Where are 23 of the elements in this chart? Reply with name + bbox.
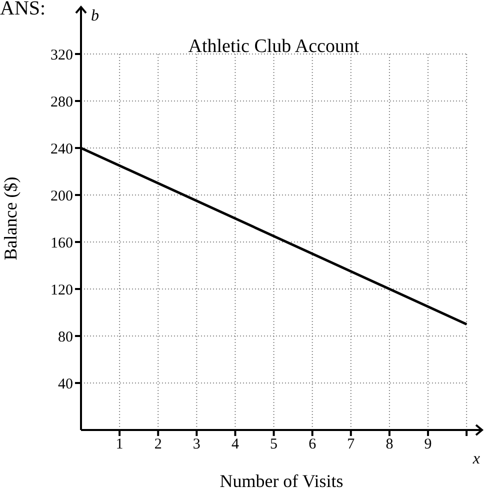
x-tick-label: 5 <box>270 436 278 453</box>
y-tick-label: 320 <box>50 47 73 64</box>
x-tick-label: 2 <box>154 436 162 453</box>
y-tick-label: 200 <box>50 188 73 204</box>
x-tick-label: 9 <box>424 436 432 453</box>
y-tick-label: 240 <box>50 141 73 158</box>
text: Athletic Club Account <box>188 36 360 57</box>
text: ANS: <box>0 0 46 20</box>
annotation: b <box>91 8 99 25</box>
y-tick-label: 280 <box>50 94 73 110</box>
y-tick-label: 80 <box>58 329 73 346</box>
x-tick-label: 8 <box>386 436 394 453</box>
y-tick-label: 40 <box>58 376 73 392</box>
x-tick-label: 7 <box>347 436 356 453</box>
y-axis-title: Balance ($) <box>0 176 20 260</box>
y-tick-label: 160 <box>50 235 73 252</box>
text: x <box>472 450 480 468</box>
y-tick-label: 120 <box>50 282 73 298</box>
x-tick-label: 3 <box>192 436 200 453</box>
x-tick-label: 4 <box>231 436 240 453</box>
x-tick-label: 6 <box>308 436 317 453</box>
x-tick-label: 1 <box>116 436 124 453</box>
x-axis-title: Number of Visits <box>220 471 344 491</box>
